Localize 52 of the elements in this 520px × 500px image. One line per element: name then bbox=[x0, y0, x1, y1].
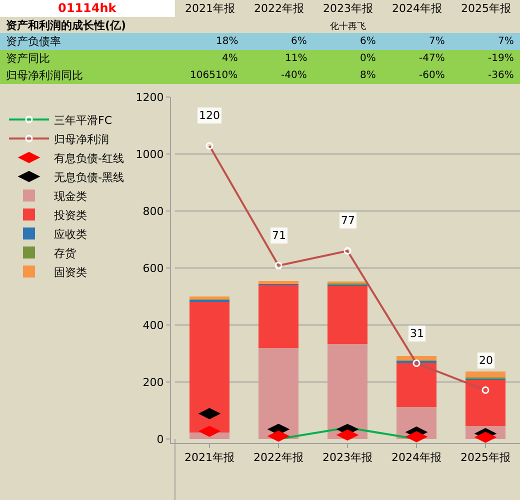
category-label: 2021年报 bbox=[185, 2, 235, 15]
x-tick-label: 2024年报 bbox=[392, 451, 442, 464]
data-label: 31 bbox=[410, 327, 424, 340]
x-tick-label: 2022年报 bbox=[254, 451, 304, 464]
text: -40% bbox=[281, 70, 307, 81]
y-tick-label: 400 bbox=[142, 318, 164, 332]
data-label: 20 bbox=[479, 354, 493, 367]
legend-label: 三年平滑FC bbox=[54, 114, 112, 127]
y-tick-label: 1000 bbox=[136, 148, 164, 161]
y-tick-label: 200 bbox=[142, 376, 164, 389]
text: -60% bbox=[419, 70, 445, 81]
x-tick-label: 2023年报 bbox=[322, 451, 372, 464]
text: 7% bbox=[498, 36, 514, 47]
legend-label: 现金类 bbox=[54, 190, 87, 203]
y-tick-label: 800 bbox=[142, 204, 164, 218]
text: 6% bbox=[360, 36, 376, 47]
data-label: 120 bbox=[199, 109, 220, 122]
text: 资产负债率 bbox=[6, 35, 61, 48]
text: 归母净利润同比 bbox=[6, 69, 83, 82]
legend-label: 归母净利润 bbox=[54, 132, 109, 146]
text: 0% bbox=[360, 53, 376, 64]
legend-label: 投资类 bbox=[53, 208, 87, 222]
data-label: 71 bbox=[272, 229, 286, 242]
legend-label: 无息负债-黑线 bbox=[54, 170, 124, 184]
legend-label: 存货 bbox=[54, 246, 76, 260]
category-label: 2025年报 bbox=[461, 2, 511, 15]
y-tick-label: 0 bbox=[156, 432, 164, 446]
text: 6% bbox=[291, 36, 307, 47]
data-label: 77 bbox=[341, 214, 355, 227]
category-label: 2024年报 bbox=[392, 2, 442, 15]
y-tick-label: 1200 bbox=[136, 90, 164, 104]
x-tick-label: 2025年报 bbox=[460, 451, 510, 464]
text: 化十再飞 bbox=[330, 21, 366, 32]
x-tick-label: 2021年报 bbox=[184, 451, 234, 464]
text: 资产同比 bbox=[6, 52, 50, 65]
text: -47% bbox=[419, 53, 445, 64]
category-label: 2023年报 bbox=[323, 2, 373, 15]
text: -19% bbox=[488, 53, 514, 64]
chart-title: 01114hk bbox=[58, 1, 118, 15]
y-tick-label: 600 bbox=[142, 262, 164, 275]
legend-label: 应收类 bbox=[54, 228, 87, 241]
legend-label: 固资类 bbox=[54, 266, 87, 279]
text: 11% bbox=[285, 53, 308, 64]
text: 7% bbox=[429, 36, 445, 47]
text: 8% bbox=[360, 70, 376, 81]
text: 4% bbox=[222, 53, 238, 64]
category-label: 2022年报 bbox=[254, 2, 304, 15]
text: -36% bbox=[488, 70, 514, 81]
text: 资产和利润的成长性(亿) bbox=[6, 19, 126, 32]
text: 106510% bbox=[190, 70, 238, 81]
text: 18% bbox=[216, 36, 238, 47]
legend-label: 有息负债-红线 bbox=[54, 152, 124, 165]
